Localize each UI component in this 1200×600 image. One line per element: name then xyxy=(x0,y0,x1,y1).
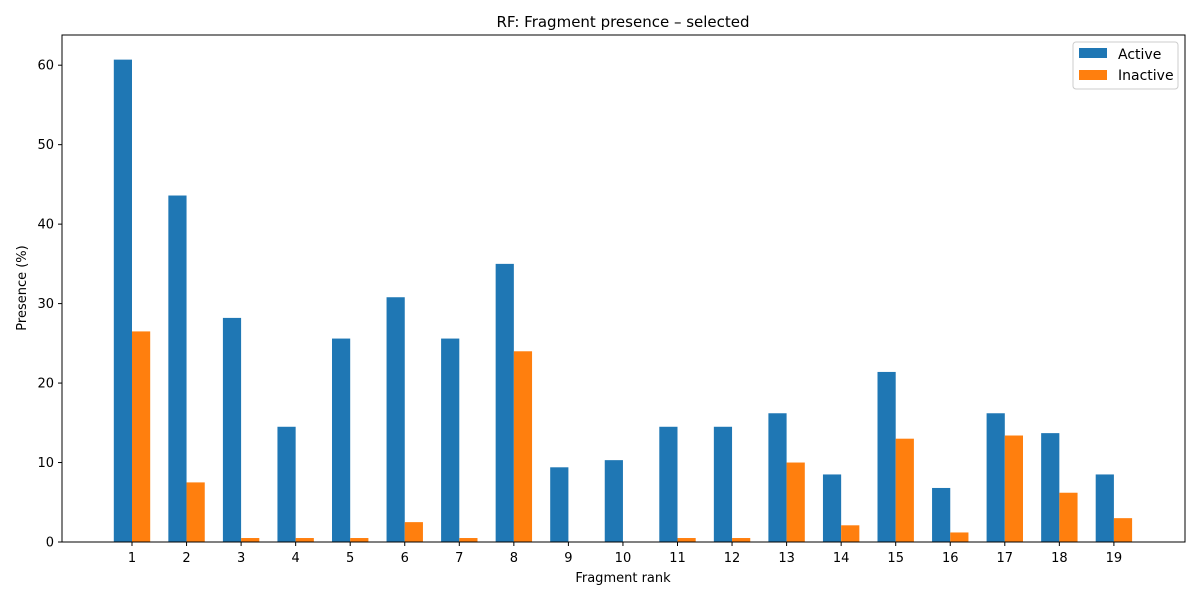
bar-active-4 xyxy=(277,426,296,542)
bar-inactive-13 xyxy=(786,462,805,542)
x-tick-label: 3 xyxy=(237,551,245,566)
legend-label-active: Active xyxy=(1118,47,1161,63)
legend: Active Inactive xyxy=(1072,41,1179,90)
bar-active-9 xyxy=(550,467,569,542)
x-tick-label: 12 xyxy=(724,551,741,566)
bar-active-5 xyxy=(332,338,351,542)
x-tick-label: 16 xyxy=(942,551,959,566)
x-tick-label: 7 xyxy=(455,551,463,566)
bar-inactive-1 xyxy=(132,331,151,542)
x-tick-label: 5 xyxy=(346,551,354,566)
x-tick-label: 11 xyxy=(669,551,686,566)
legend-label-inactive: Inactive xyxy=(1118,68,1174,84)
chart-title: RF: Fragment presence – selected xyxy=(496,13,749,31)
y-tick-label: 50 xyxy=(37,138,54,153)
x-tick-label: 6 xyxy=(401,551,409,566)
legend-swatch-inactive xyxy=(1079,70,1107,80)
bar-inactive-16 xyxy=(950,532,969,542)
bar-inactive-18 xyxy=(1059,492,1078,542)
y-tick-label: 60 xyxy=(37,59,54,74)
bar-inactive-2 xyxy=(186,482,205,542)
bar-inactive-14 xyxy=(841,525,860,542)
bar-active-3 xyxy=(222,317,242,542)
x-axis-label: Fragment rank xyxy=(575,571,671,586)
bar-inactive-11 xyxy=(677,538,696,542)
y-axis: 0 10 20 30 40 50 60 xyxy=(37,59,62,551)
bar-inactive-7 xyxy=(459,538,478,542)
x-tick-label: 17 xyxy=(997,551,1014,566)
bar-inactive-5 xyxy=(350,538,369,542)
bar-active-2 xyxy=(168,195,187,542)
bar-inactive-15 xyxy=(895,438,914,542)
x-tick-label: 13 xyxy=(778,551,795,566)
x-tick-label: 2 xyxy=(182,551,190,566)
bar-inactive-8 xyxy=(513,351,533,542)
bar-active-11 xyxy=(659,426,678,542)
y-tick-label: 0 xyxy=(46,536,54,551)
y-tick-label: 40 xyxy=(37,218,54,233)
x-tick-label: 8 xyxy=(510,551,518,566)
bar-inactive-17 xyxy=(1004,435,1023,542)
bar-active-1 xyxy=(113,59,132,542)
bars-group xyxy=(113,59,1133,542)
bar-active-6 xyxy=(386,297,405,542)
bar-active-15 xyxy=(877,371,896,542)
bar-active-14 xyxy=(822,474,842,542)
bar-active-13 xyxy=(768,413,787,542)
y-axis-label: Presence (%) xyxy=(15,245,30,330)
bar-inactive-3 xyxy=(241,538,260,542)
x-tick-label: 14 xyxy=(833,551,850,566)
bar-active-8 xyxy=(495,263,514,542)
y-tick-label: 10 xyxy=(37,456,54,471)
bar-active-7 xyxy=(441,338,460,542)
plot-frame xyxy=(61,34,1186,543)
x-tick-label: 18 xyxy=(1051,551,1068,566)
x-tick-label: 10 xyxy=(615,551,632,566)
bar-inactive-19 xyxy=(1113,518,1133,542)
bar-active-17 xyxy=(986,413,1005,542)
legend-swatch-active xyxy=(1079,48,1107,58)
x-axis: 1 2 3 4 5 6 7 8 9 10 11 12 13 14 15 16 17 18 19 xyxy=(128,542,1122,566)
bar-inactive-6 xyxy=(404,522,423,542)
y-tick-label: 20 xyxy=(37,377,54,392)
bar-inactive-12 xyxy=(732,538,751,542)
x-tick-label: 1 xyxy=(128,551,136,566)
bar-inactive-4 xyxy=(295,538,314,542)
y-tick-label: 30 xyxy=(37,297,54,312)
x-tick-label: 9 xyxy=(564,551,572,566)
bar-active-12 xyxy=(713,426,733,542)
bar-active-16 xyxy=(932,487,951,542)
x-tick-label: 4 xyxy=(292,551,300,566)
bar-active-10 xyxy=(604,460,623,542)
x-tick-label: 15 xyxy=(887,551,904,566)
bar-active-18 xyxy=(1041,433,1060,542)
bar-active-19 xyxy=(1095,474,1114,542)
x-tick-label: 19 xyxy=(1106,551,1123,566)
